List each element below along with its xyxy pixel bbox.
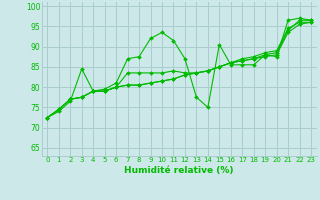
X-axis label: Humidité relative (%): Humidité relative (%) [124, 166, 234, 175]
